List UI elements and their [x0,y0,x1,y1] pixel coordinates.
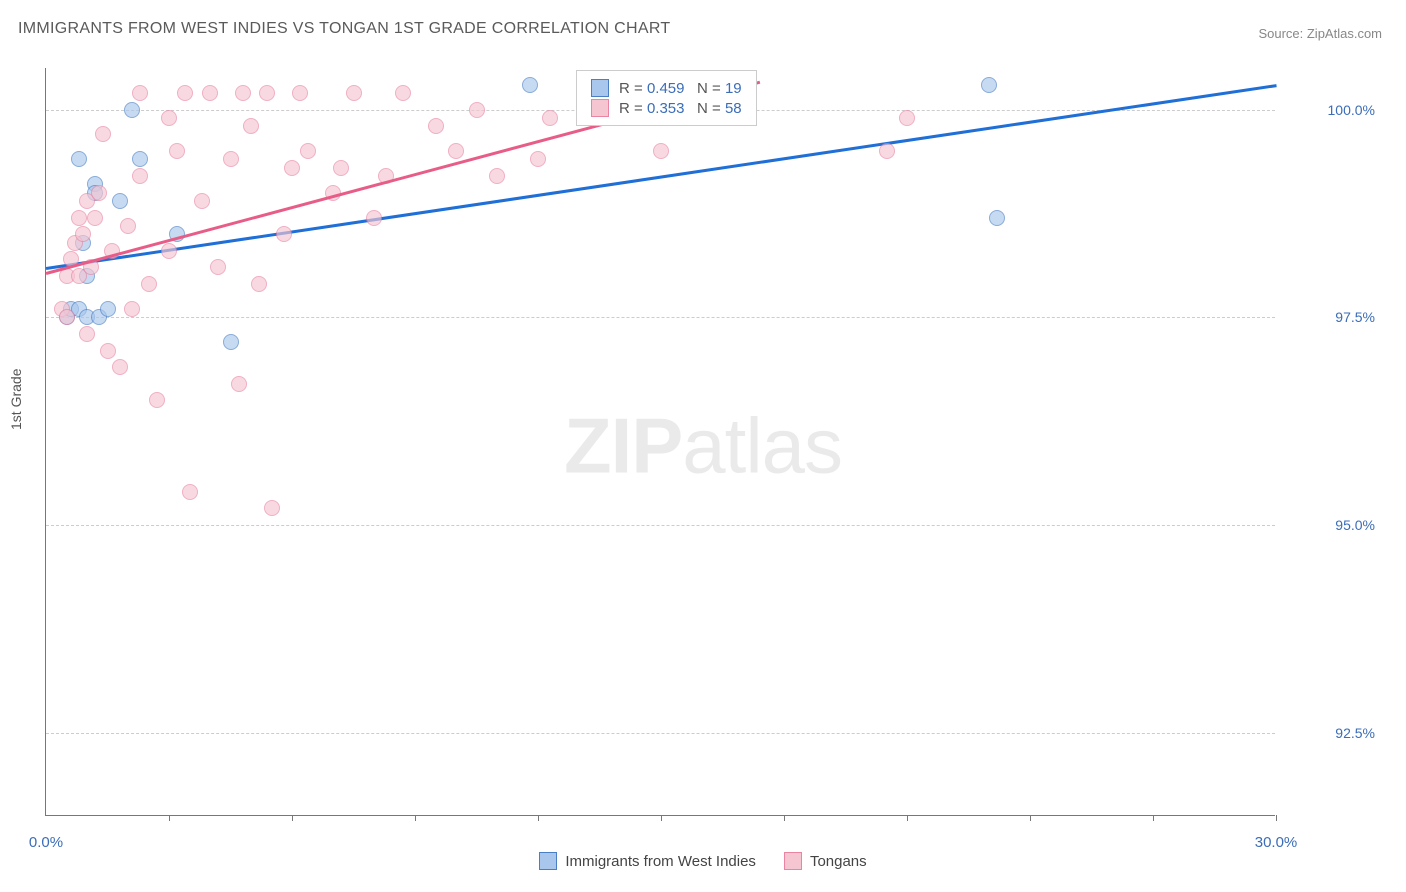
y-tick-label: 95.0% [1285,517,1375,533]
scatter-point [448,143,464,159]
scatter-point [522,77,538,93]
scatter-point [251,276,267,292]
scatter-point [59,309,75,325]
scatter-point [428,118,444,134]
scatter-point [333,160,349,176]
scatter-point [210,259,226,275]
scatter-point [243,118,259,134]
legend-label: Tongans [810,853,867,870]
scatter-point [141,276,157,292]
scatter-point [71,210,87,226]
legend-bottom: Immigrants from West Indies Tongans [0,852,1406,870]
scatter-point [91,185,107,201]
scatter-point [653,143,669,159]
scatter-point [100,343,116,359]
scatter-point [112,193,128,209]
x-tick-mark [784,815,785,821]
x-tick-mark [1153,815,1154,821]
scatter-point [161,110,177,126]
scatter-point [276,226,292,242]
y-gridline [46,733,1275,734]
scatter-point [71,151,87,167]
scatter-point [530,151,546,167]
scatter-point [489,168,505,184]
scatter-point [542,110,558,126]
legend-row: R = 0.459 N = 19 [591,79,742,97]
scatter-point [169,143,185,159]
plot-area: 92.5%95.0%97.5%100.0%0.0%30.0%R = 0.459 … [45,68,1275,816]
legend-item: Tongans [784,852,867,870]
legend-label: Immigrants from West Indies [565,853,756,870]
x-tick-mark [907,815,908,821]
scatter-point [346,85,362,101]
scatter-point [300,143,316,159]
scatter-point [259,85,275,101]
x-tick-mark [169,815,170,821]
scatter-point [132,151,148,167]
x-tick-mark [415,815,416,821]
scatter-point [989,210,1005,226]
scatter-point [95,126,111,142]
scatter-point [981,77,997,93]
scatter-point [469,102,485,118]
y-tick-label: 92.5% [1285,725,1375,741]
scatter-point [235,85,251,101]
x-tick-mark [538,815,539,821]
y-tick-label: 100.0% [1285,102,1375,118]
legend-swatch [591,99,609,117]
scatter-point [223,334,239,350]
scatter-point [124,102,140,118]
scatter-point [120,218,136,234]
x-tick-label: 0.0% [29,834,63,851]
scatter-point [202,85,218,101]
scatter-point [149,392,165,408]
scatter-point [132,85,148,101]
scatter-point [366,210,382,226]
y-gridline [46,317,1275,318]
legend-swatch [539,852,557,870]
x-tick-mark [292,815,293,821]
scatter-point [284,160,300,176]
y-axis-label: 1st Grade [8,369,24,430]
x-tick-label: 30.0% [1255,834,1298,851]
scatter-point [177,85,193,101]
legend-stats: R = 0.459 N = 19 [619,80,742,97]
legend-row: R = 0.353 N = 58 [591,99,742,117]
scatter-point [182,484,198,500]
scatter-point [223,151,239,167]
scatter-point [194,193,210,209]
x-tick-mark [1276,815,1277,821]
scatter-point [899,110,915,126]
legend-item: Immigrants from West Indies [539,852,756,870]
scatter-point [161,243,177,259]
scatter-point [79,326,95,342]
scatter-point [292,85,308,101]
scatter-point [879,143,895,159]
y-gridline [46,525,1275,526]
x-tick-mark [1030,815,1031,821]
scatter-point [132,168,148,184]
scatter-point [112,359,128,375]
legend-swatch [591,79,609,97]
scatter-point [231,376,247,392]
scatter-point [395,85,411,101]
scatter-point [100,301,116,317]
x-tick-mark [661,815,662,821]
scatter-point [264,500,280,516]
y-tick-label: 97.5% [1285,309,1375,325]
scatter-point [75,226,91,242]
correlation-legend: R = 0.459 N = 19 R = 0.353 N = 58 [576,70,757,126]
scatter-point [124,301,140,317]
legend-stats: R = 0.353 N = 58 [619,100,742,117]
source-label: Source: ZipAtlas.com [1258,26,1382,41]
chart-title: IMMIGRANTS FROM WEST INDIES VS TONGAN 1S… [18,20,670,38]
scatter-point [87,210,103,226]
legend-swatch [784,852,802,870]
